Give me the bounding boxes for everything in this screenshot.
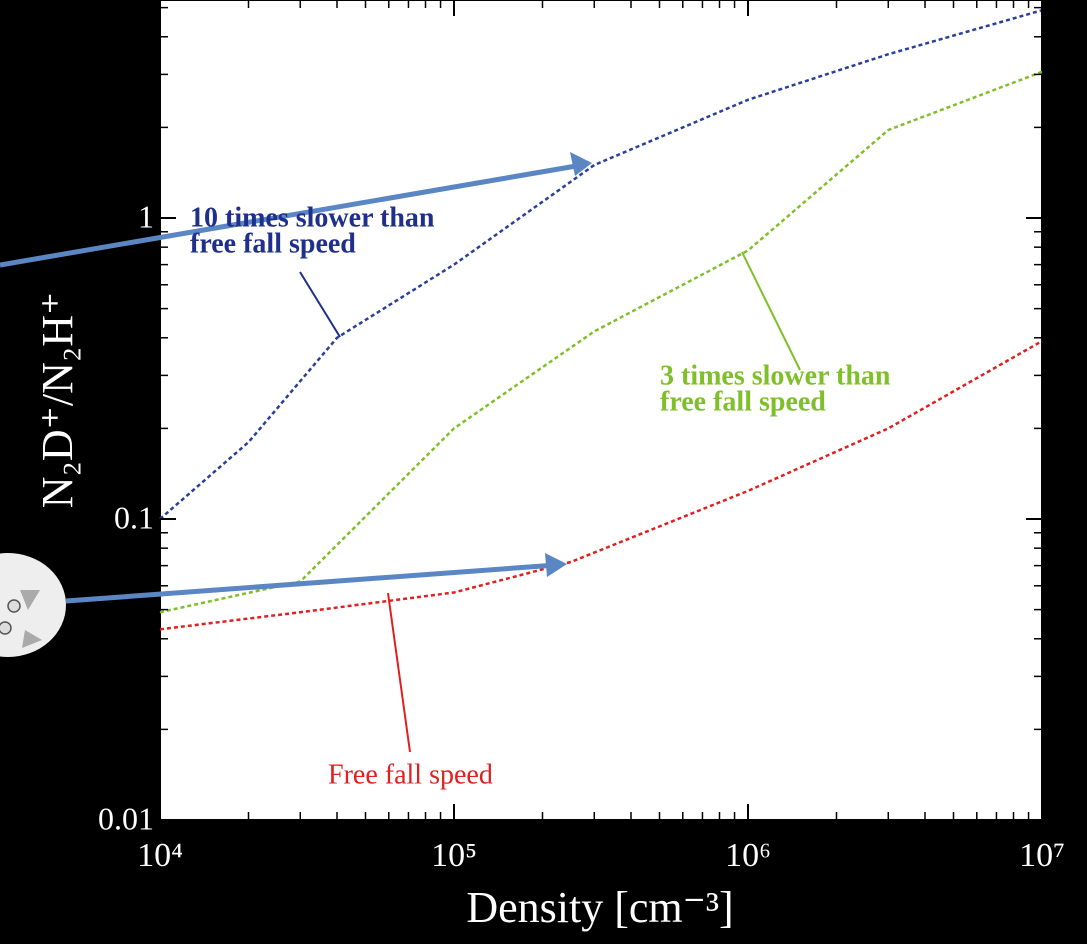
series-line <box>159 340 1043 631</box>
core-icon-arrow <box>20 590 40 610</box>
arrow-head <box>570 152 592 176</box>
annotation: 10 times slower than <box>190 202 435 233</box>
series-line <box>159 9 1043 520</box>
core-icon-dot <box>0 621 12 635</box>
annotation: free fall speed <box>660 386 826 417</box>
plot-area <box>159 0 1043 821</box>
annotation-leader <box>299 271 341 338</box>
x-tick-label: 10⁶ <box>725 837 771 874</box>
annotation: free fall speed <box>190 228 356 259</box>
annotation: Free fall speed <box>328 759 493 790</box>
annotation-leader <box>387 592 411 753</box>
core-icon-dot <box>7 599 21 613</box>
core-icon <box>0 553 66 657</box>
arrow-head <box>545 553 567 577</box>
x-tick-label: 10⁷ <box>1019 837 1065 874</box>
x-axis-label: Density [cm⁻³] <box>466 883 733 932</box>
annotation-leader <box>741 251 801 371</box>
y-axis-label: N₂D⁺/N₂H⁺ <box>33 292 82 508</box>
arrow <box>0 162 583 268</box>
y-tick-label: 0.1 <box>114 499 154 535</box>
y-tick-label: 0.01 <box>98 800 154 836</box>
x-tick-label: 10⁵ <box>431 837 477 874</box>
y-tick-label: 1 <box>138 198 154 234</box>
annotation: 3 times slower than <box>660 360 891 391</box>
x-tick-label: 10⁴ <box>137 837 183 874</box>
arrow <box>65 562 557 604</box>
core-icon-arrow <box>22 630 42 648</box>
